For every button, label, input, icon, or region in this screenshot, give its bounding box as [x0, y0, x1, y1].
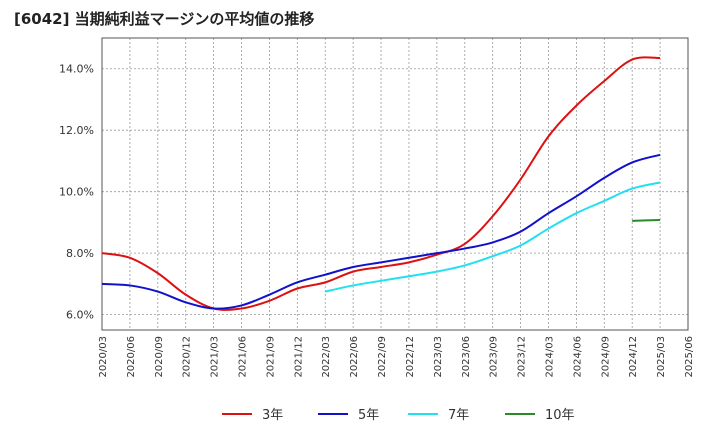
x-tick-label: 2023/09 — [489, 336, 500, 378]
x-tick-label: 2022/06 — [349, 336, 360, 378]
grid — [101, 38, 689, 330]
x-tick-label: 2024/09 — [600, 336, 611, 378]
series-lines — [101, 56, 661, 311]
x-tick-label: 2024/12 — [628, 336, 639, 378]
y-tick-label: 6.0% — [66, 309, 94, 322]
y-axis: 6.0% 8.0% 10.0% 12.0% 14.0% — [59, 63, 94, 322]
x-tick-label: 2021/09 — [265, 336, 276, 378]
x-tick-label: 2023/12 — [517, 336, 528, 378]
y-tick-label: 14.0% — [59, 63, 94, 76]
x-tick-label: 2020/12 — [182, 336, 193, 378]
x-tick-label: 2021/12 — [293, 336, 304, 378]
x-tick-label: 2024/03 — [544, 336, 555, 378]
y-tick-label: 8.0% — [66, 247, 94, 260]
x-tick-label: 2022/09 — [377, 336, 388, 378]
series-line-1 — [101, 56, 661, 311]
series-line-3 — [325, 181, 661, 293]
legend: 3年 5年 7年 10年 — [222, 408, 575, 423]
x-tick-label: 2024/06 — [572, 336, 583, 378]
x-tick-label: 2023/03 — [433, 336, 444, 378]
chart-title: [6042] 当期純利益マージンの平均値の推移 — [14, 10, 315, 28]
x-tick-label: 2025/06 — [684, 336, 695, 378]
y-tick-label: 12.0% — [59, 124, 94, 137]
x-tick-label: 2022/03 — [321, 336, 332, 378]
x-tick-label: 2020/09 — [154, 336, 165, 378]
series-line-4 — [632, 218, 661, 222]
x-tick-label: 2022/12 — [405, 336, 416, 378]
x-axis: 2020/03 2020/06 2020/09 2020/12 2021/03 2021/… — [98, 336, 695, 378]
x-tick-label: 2020/06 — [126, 336, 137, 378]
legend-label: 10年 — [545, 408, 575, 423]
x-tick-label: 2020/03 — [98, 336, 109, 378]
plot-frame — [101, 37, 689, 331]
x-tick-label: 2023/06 — [461, 336, 472, 378]
series-line-2 — [101, 153, 661, 310]
y-tick-label: 10.0% — [59, 186, 94, 199]
legend-label: 5年 — [358, 408, 379, 423]
x-tick-label: 2021/06 — [238, 336, 249, 378]
legend-label: 3年 — [262, 408, 283, 423]
x-tick-label: 2025/03 — [656, 336, 667, 378]
x-tick-label: 2021/03 — [210, 336, 221, 378]
legend-label: 7年 — [448, 408, 469, 423]
